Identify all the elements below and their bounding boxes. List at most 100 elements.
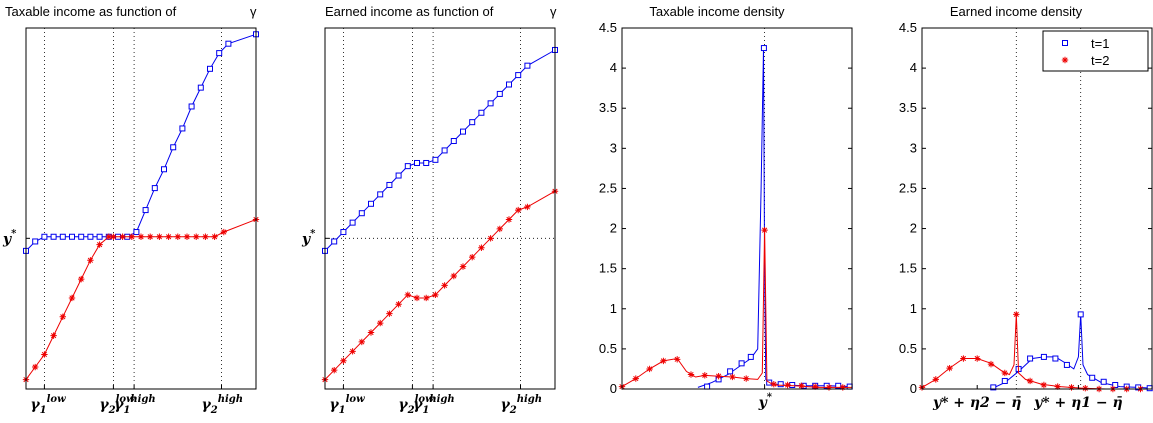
marker-square xyxy=(386,181,393,188)
plot-frame xyxy=(921,27,1153,390)
panel-2-title: Earned income as function of xyxy=(325,4,494,19)
marker-star xyxy=(50,332,57,339)
series-line-t=2 xyxy=(25,219,257,380)
marker-star xyxy=(358,338,365,346)
marker-star xyxy=(96,241,103,248)
series-t=2 xyxy=(918,311,1152,393)
marker-star xyxy=(974,355,981,362)
marker-star xyxy=(128,233,135,240)
marker-square xyxy=(197,84,204,91)
marker-square xyxy=(423,159,430,166)
legend-label: t=2 xyxy=(1091,53,1109,68)
series-t=2 xyxy=(618,226,852,391)
marker-square xyxy=(1027,355,1034,362)
marker-star xyxy=(41,351,48,358)
series-line-t=1 xyxy=(25,33,257,252)
series-line-t=1 xyxy=(990,314,1153,390)
marker-square xyxy=(496,90,503,97)
y-tick-label: 2.5 xyxy=(899,180,917,195)
series-t=1 xyxy=(322,46,558,254)
marker-square xyxy=(395,172,402,179)
marker-star xyxy=(701,372,708,379)
marker-star xyxy=(386,310,393,317)
marker-star xyxy=(715,372,722,380)
marker-square xyxy=(1001,377,1008,384)
marker-square xyxy=(161,166,167,173)
marker-star xyxy=(32,363,39,371)
marker-square xyxy=(41,233,48,240)
marker-star xyxy=(784,381,791,389)
marker-star xyxy=(432,291,439,299)
marker-square xyxy=(50,233,57,240)
marker-star xyxy=(1013,311,1020,318)
y-tick-label: 2 xyxy=(610,221,617,236)
marker-star xyxy=(1054,383,1061,390)
legend-label: t=1 xyxy=(1091,36,1109,51)
marker-square xyxy=(142,207,149,214)
y-tick-label: 1 xyxy=(910,301,917,316)
marker-star xyxy=(660,357,667,365)
marker-square xyxy=(432,156,439,163)
marker-square xyxy=(1040,353,1047,360)
y-tick-label: 2.5 xyxy=(599,180,617,195)
y-tick-label: 1.5 xyxy=(899,261,917,276)
marker-square xyxy=(414,159,420,166)
series-line-t=2 xyxy=(324,190,556,380)
marker-square xyxy=(225,40,232,47)
marker-star xyxy=(331,366,338,374)
x-tick-label-gamma: γ1low xyxy=(329,394,365,416)
marker-square xyxy=(747,353,754,360)
panel-earned-income-density: Earned income density 0 0.5 1 1.5 2 2.5 3 3.5 4 4… xyxy=(899,4,1153,411)
marker-square xyxy=(1100,378,1107,385)
marker-star xyxy=(1061,56,1069,64)
marker-star xyxy=(423,294,430,302)
marker-star xyxy=(59,313,66,320)
marker-square xyxy=(1063,361,1070,368)
marker-square xyxy=(340,229,347,236)
marker-star xyxy=(487,235,494,242)
marker-square xyxy=(478,109,485,116)
panel-1-title: Taxable income as function of xyxy=(5,4,177,19)
marker-star xyxy=(441,282,448,289)
marker-star xyxy=(137,233,145,240)
series-line-t=1 xyxy=(697,48,853,388)
marker-star xyxy=(524,203,531,211)
marker-star xyxy=(1082,384,1089,392)
y-tick-label: 1.5 xyxy=(599,261,617,276)
x-tick-label-gamma: γ1high xyxy=(114,394,156,416)
legend: t=1t=2 xyxy=(1042,30,1149,72)
marker-star xyxy=(515,206,522,214)
marker-square xyxy=(1077,311,1084,318)
panel-4-title: Earned income density xyxy=(950,4,1083,19)
y-tick-label: 0 xyxy=(910,381,917,396)
marker-square xyxy=(450,138,457,145)
marker-star xyxy=(729,373,736,381)
series-line-t=2 xyxy=(621,228,852,388)
marker-square xyxy=(349,219,356,226)
marker-square xyxy=(704,383,711,390)
marker-square xyxy=(777,381,784,388)
marker-star xyxy=(68,294,76,302)
marker-square xyxy=(487,100,494,107)
plot-frame xyxy=(621,27,853,390)
marker-star xyxy=(404,291,411,299)
marker-square xyxy=(524,62,531,69)
x-tick-label-gamma: γ1high xyxy=(413,394,455,416)
marker-square xyxy=(151,185,158,192)
marker-star xyxy=(349,348,356,355)
marker-star xyxy=(674,356,681,363)
y-tick-label: 3 xyxy=(910,140,917,155)
marker-square xyxy=(990,384,997,391)
y-tick-label: 0.5 xyxy=(599,341,617,356)
marker-star xyxy=(798,382,805,389)
y-tick-label: 0 xyxy=(610,381,617,396)
panel-3-title: Taxable income density xyxy=(649,4,785,19)
marker-star xyxy=(1040,381,1048,389)
y-tick-label: 4.5 xyxy=(899,20,917,35)
marker-star xyxy=(220,228,227,236)
marker-star xyxy=(825,384,833,391)
marker-square xyxy=(96,233,103,240)
marker-square xyxy=(727,368,734,375)
marker-star xyxy=(932,376,939,383)
series-line-t=2 xyxy=(921,314,1152,390)
